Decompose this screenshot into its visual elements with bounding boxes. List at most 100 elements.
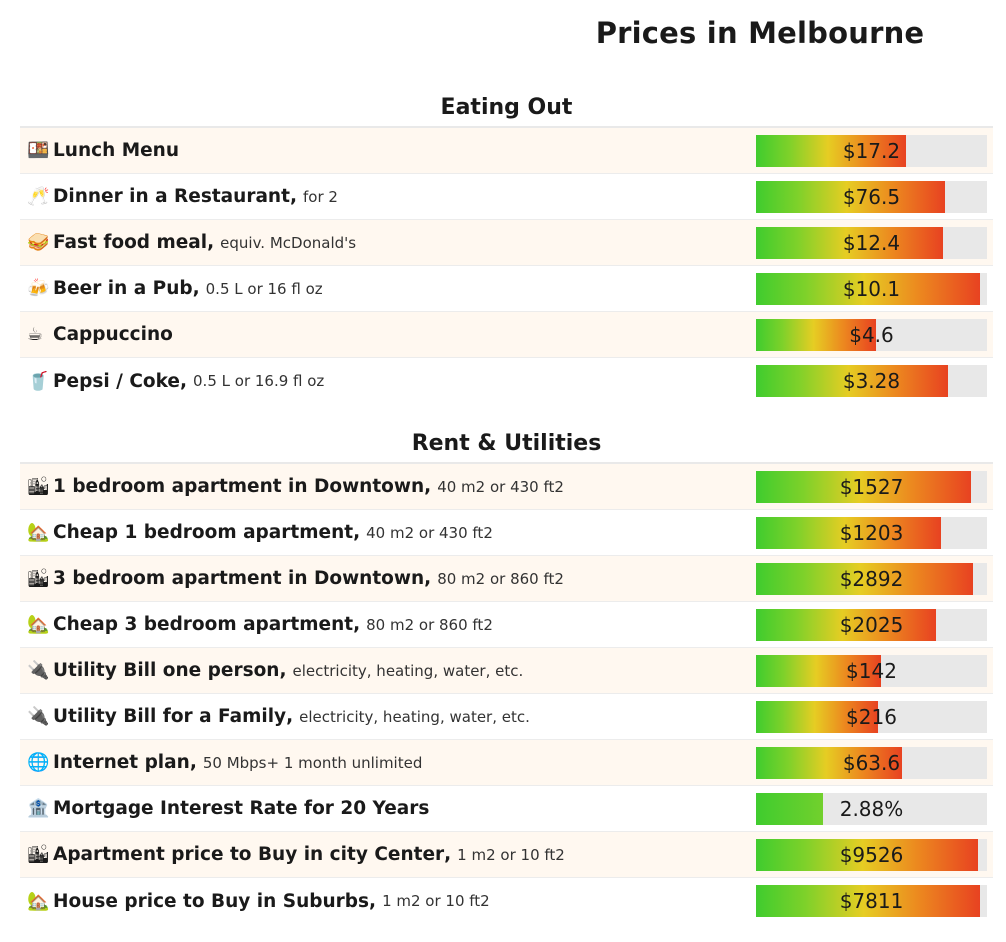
item-label: 🏙 Apartment price to Buy in city Center, 1…: [20, 844, 761, 865]
price-value: $216: [846, 705, 897, 729]
price-row: 🌐 Internet plan, 50 Mbps+ 1 month unlimite…: [20, 740, 993, 786]
price-bar: $1203: [756, 517, 987, 549]
separator: ,: [286, 706, 294, 727]
price-bar-fill: [756, 701, 879, 733]
item-detail: 1 m2 or 10 ft2: [382, 892, 490, 910]
price-bar: $12.4: [756, 227, 987, 259]
item-name: 3 bedroom apartment in Downtown: [53, 568, 425, 589]
item-name: Cheap 1 bedroom apartment: [53, 522, 354, 543]
bank-icon: 🏦: [27, 798, 50, 819]
item-label: 🍻 Beer in a Pub, 0.5 L or 16 fl oz: [20, 278, 761, 299]
item-label: 🔌 Utility Bill for a Family, electricity, …: [20, 706, 761, 727]
price-bar: $142: [756, 655, 987, 687]
price-bar-fill: [756, 319, 877, 351]
price-value: $9526: [839, 843, 904, 867]
champagne-glasses-icon: 🥂: [27, 186, 50, 207]
item-label: 🏡 Cheap 3 bedroom apartment, 80 m2 or 860 …: [20, 614, 761, 635]
price-bar: $9526: [756, 839, 987, 871]
price-row: 🥪 Fast food meal, equiv. McDonald's $12.4: [20, 220, 993, 266]
item-name: Utility Bill for a Family: [53, 706, 287, 727]
section-eating-out: Eating Out 🍱 Lunch Menu $17.2 🥂 Dinner in a …: [20, 90, 993, 404]
price-bar: $216: [756, 701, 987, 733]
price-row: 🏡 Cheap 3 bedroom apartment, 80 m2 or 860 …: [20, 602, 993, 648]
electric-plug-icon: 🔌: [27, 706, 50, 727]
price-bar: $63.6: [756, 747, 987, 779]
item-name: Internet plan: [53, 752, 190, 773]
item-label: 🏙 3 bedroom apartment in Downtown, 80 m2 o…: [20, 568, 761, 589]
price-list: 🍱 Lunch Menu $17.2 🥂 Dinner in a Restaurant,…: [20, 128, 993, 404]
house-garden-icon: 🏡: [27, 890, 50, 912]
price-row: 🍱 Lunch Menu $17.2: [20, 128, 993, 174]
item-label: 🥪 Fast food meal, equiv. McDonald's: [20, 232, 761, 253]
item-detail: 0.5 L or 16 fl oz: [205, 279, 323, 298]
price-bar-fill: [756, 135, 907, 167]
price-value: $63.6: [842, 751, 901, 775]
price-bar: $76.5: [756, 181, 987, 213]
price-value: $2892: [839, 567, 904, 591]
separator: ,: [353, 614, 361, 635]
separator: ,: [353, 522, 361, 543]
city-buildings-icon: 🏙: [27, 476, 50, 497]
item-name: Fast food meal: [53, 232, 208, 253]
item-name: House price to Buy in Suburbs: [53, 890, 370, 912]
item-label: 🏦 Mortgage Interest Rate for 20 Years: [20, 798, 761, 819]
price-value: $12.4: [842, 231, 901, 255]
price-value: $3.28: [842, 369, 901, 393]
item-label: 🏡 House price to Buy in Suburbs, 1 m2 or 1…: [20, 891, 761, 912]
section-rent-utilities: Rent & Utilities 🏙 1 bedroom apartment in…: [20, 426, 993, 924]
price-value: 2.88%: [839, 797, 904, 821]
item-label: 🏡 Cheap 1 bedroom apartment, 40 m2 or 430 …: [20, 522, 761, 543]
separator: ,: [179, 370, 188, 392]
item-name: Mortgage Interest Rate for 20 Years: [53, 798, 430, 819]
price-value: $4.6: [849, 323, 894, 347]
item-detail: equiv. McDonald's: [220, 233, 357, 252]
price-bar: $4.6: [756, 319, 987, 351]
price-bar-fill: [756, 885, 981, 917]
separator: ,: [424, 476, 432, 497]
price-bar-fill: [756, 747, 902, 779]
price-row: 🏡 House price to Buy in Suburbs, 1 m2 or 1…: [20, 878, 993, 924]
price-value: $2025: [839, 613, 904, 637]
price-row: 🏙 Apartment price to Buy in city Center, 1…: [20, 832, 993, 878]
city-buildings-icon: 🏙: [27, 844, 50, 865]
price-value: $7811: [839, 889, 904, 913]
house-garden-icon: 🏡: [27, 614, 50, 635]
price-row: 🏙 3 bedroom apartment in Downtown, 80 m2 o…: [20, 556, 993, 602]
bento-box-icon: 🍱: [27, 140, 50, 161]
item-label: 🌐 Internet plan, 50 Mbps+ 1 month unlimite…: [20, 752, 761, 773]
item-label: 🥤 Pepsi / Coke, 0.5 L or 16.9 fl oz: [20, 371, 761, 392]
price-bar: $1527: [756, 471, 987, 503]
price-list: 🏙 1 bedroom apartment in Downtown, 40 m2 o…: [20, 464, 993, 924]
beer-mugs-icon: 🍻: [27, 278, 50, 299]
price-bar-fill: [756, 517, 941, 549]
price-bar-fill: [756, 655, 881, 687]
price-value: $1203: [839, 521, 904, 545]
item-detail: 80 m2 or 860 ft2: [366, 615, 493, 634]
price-bar: $2025: [756, 609, 987, 641]
price-bar-fill: [756, 273, 981, 305]
price-bar: $17.2: [756, 135, 987, 167]
section-title: Eating Out: [20, 90, 993, 128]
price-value: $17.2: [842, 139, 901, 163]
price-bar: 2.88%: [756, 793, 987, 825]
price-row: ☕ Cappuccino $4.6: [20, 312, 993, 358]
item-detail: 40 m2 or 430 ft2: [366, 523, 493, 542]
page-title: Prices in Melbourne: [595, 16, 925, 50]
price-bar: $10.1: [756, 273, 987, 305]
electric-plug-icon: 🔌: [27, 660, 50, 681]
item-name: Cappuccino: [53, 324, 173, 345]
item-name: Pepsi / Coke: [53, 370, 180, 392]
item-detail: electricity, heating, water, etc.: [299, 707, 530, 726]
item-label: 🍱 Lunch Menu: [20, 140, 761, 161]
separator: ,: [424, 568, 432, 589]
price-value: $142: [846, 659, 897, 683]
price-bar: $3.28: [756, 365, 987, 397]
price-bar-fill: [756, 181, 946, 213]
section-title: Rent & Utilities: [20, 426, 993, 464]
separator: ,: [207, 232, 215, 253]
item-name: Beer in a Pub: [53, 278, 193, 299]
price-row: 🏦 Mortgage Interest Rate for 20 Years 2.88…: [20, 786, 993, 832]
separator: ,: [189, 752, 197, 773]
separator: ,: [369, 890, 377, 912]
price-bar-fill: [756, 839, 978, 871]
